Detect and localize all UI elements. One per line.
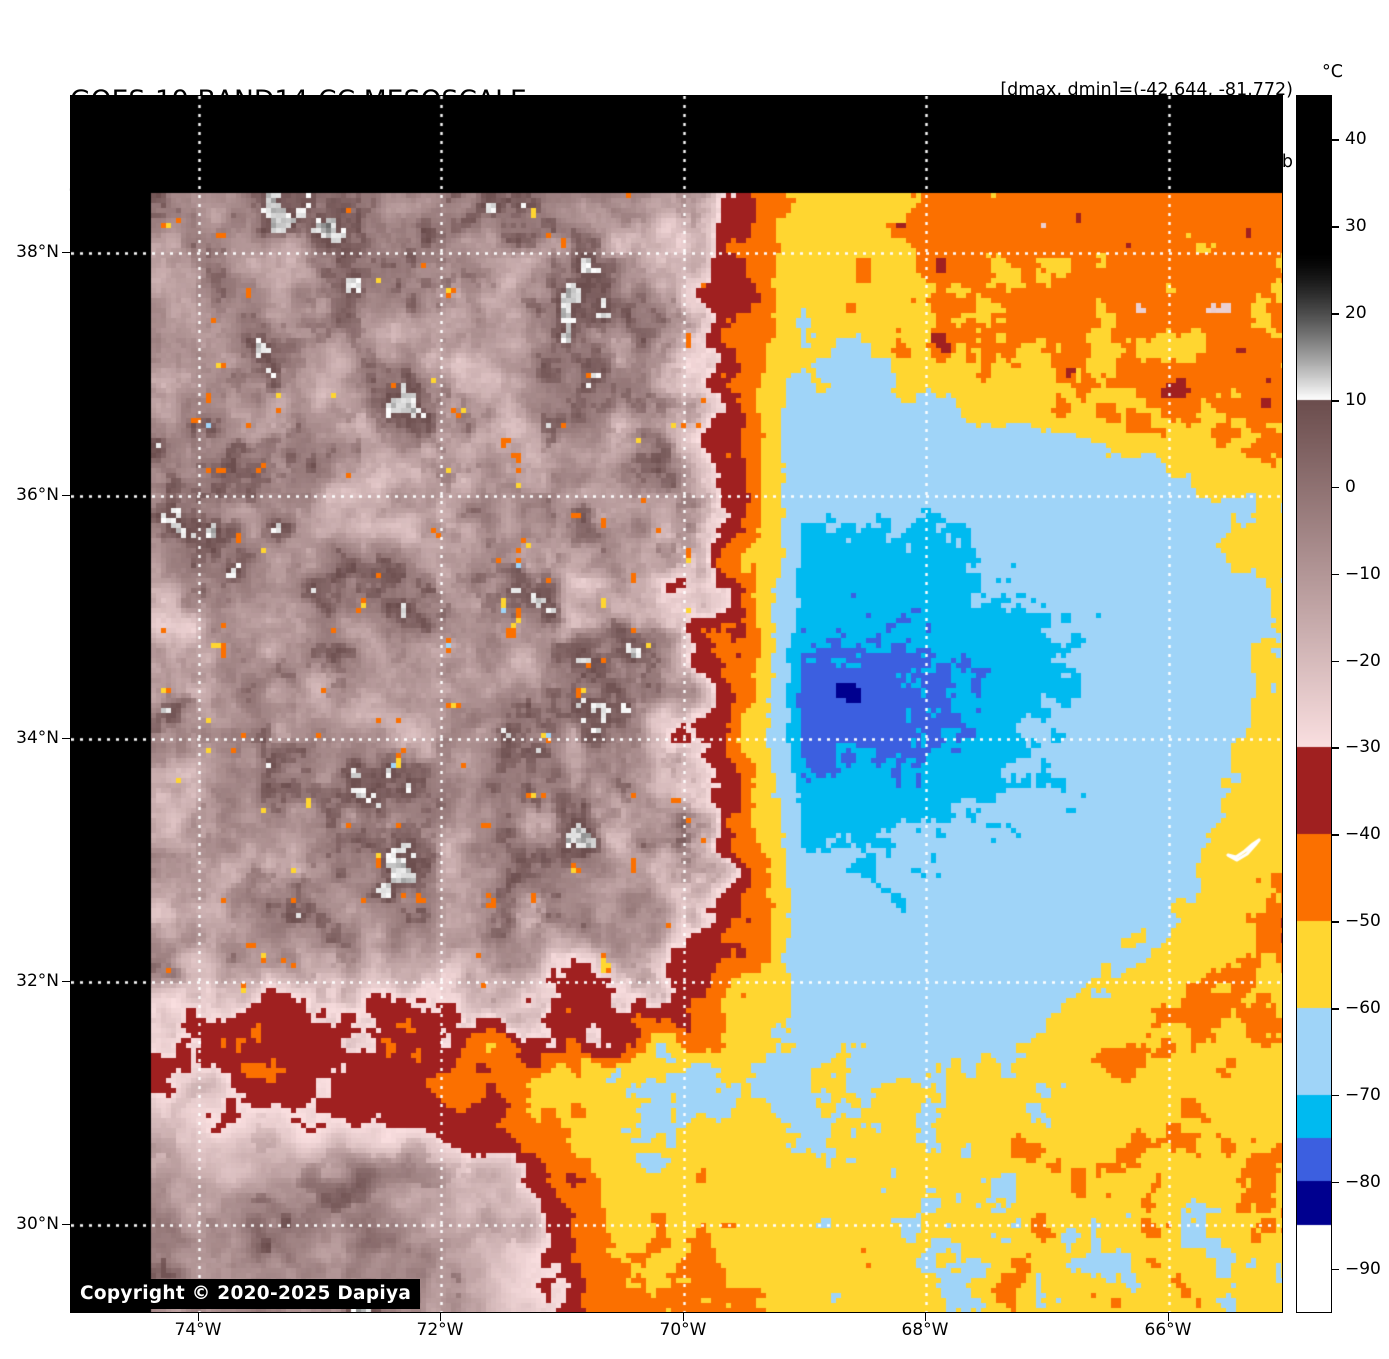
colorbar-tick-label: 20 <box>1345 303 1367 324</box>
colorbar-tickmark <box>1332 400 1339 402</box>
lon-tickmark <box>683 1313 684 1321</box>
colorbar-tick-label: −90 <box>1345 1258 1381 1279</box>
lon-tickmark <box>440 1313 441 1321</box>
colorbar-tick-label: −10 <box>1345 563 1381 584</box>
colorbar-tickmark <box>1332 313 1339 315</box>
colorbar-tickmark <box>1332 226 1339 228</box>
lon-tick-label: 74°W <box>174 1320 222 1340</box>
lat-tickmark <box>62 738 70 739</box>
lon-tick-label: 70°W <box>659 1320 707 1340</box>
colorbar-gradient <box>1297 96 1331 1312</box>
lon-tick-label: 68°W <box>901 1320 949 1340</box>
colorbar-tick-label: −30 <box>1345 737 1381 758</box>
lon-tick-label: 72°W <box>416 1320 464 1340</box>
colorbar-tick-label: −20 <box>1345 650 1381 671</box>
lat-tickmark <box>62 1224 70 1225</box>
lat-tickmark <box>62 981 70 982</box>
lat-tick-label: 30°N <box>16 1214 59 1234</box>
colorbar-tick-label: −70 <box>1345 1084 1381 1105</box>
lat-tick-label: 36°N <box>16 485 59 505</box>
lon-tickmark <box>1168 1313 1169 1321</box>
colorbar-tick-label: 30 <box>1345 216 1367 237</box>
satellite-plot-area[interactable] <box>70 95 1283 1313</box>
lon-tickmark <box>925 1313 926 1321</box>
colorbar-tickmark <box>1332 1008 1339 1010</box>
colorbar-tickmark <box>1332 921 1339 923</box>
lon-tick-label: 66°W <box>1144 1320 1192 1340</box>
lon-tickmark <box>198 1313 199 1321</box>
colorbar-tick-label: −40 <box>1345 824 1381 845</box>
colorbar-tickmark <box>1332 660 1339 663</box>
copyright-watermark: Copyright © 2020-2025 Dapiya <box>71 1279 421 1309</box>
lat-tickmark <box>62 495 70 496</box>
colorbar-tick-label: 40 <box>1345 129 1367 150</box>
colorbar-tickmark <box>1332 747 1339 749</box>
colorbar-tickmark <box>1332 573 1339 576</box>
lat-tickmark <box>62 252 70 253</box>
colorbar-tick-label: −80 <box>1345 1171 1381 1192</box>
infrared-satellite-image <box>71 96 1282 1312</box>
temperature-colorbar[interactable] <box>1296 95 1332 1313</box>
colorbar-tickmark <box>1332 1181 1339 1184</box>
lat-tick-label: 32°N <box>16 971 59 991</box>
colorbar-tickmark <box>1332 486 1339 489</box>
colorbar-tick-label: −50 <box>1345 911 1381 932</box>
colorbar-tickmark <box>1332 834 1339 836</box>
colorbar-tick-label: −60 <box>1345 998 1381 1018</box>
colorbar-tick-label: 0 <box>1345 476 1356 497</box>
colorbar-tickmark <box>1332 1268 1339 1271</box>
colorbar-unit-label: °C <box>1322 62 1343 82</box>
colorbar-tickmark <box>1332 139 1339 141</box>
colorbar-tick-label: 10 <box>1345 390 1367 410</box>
lat-tick-label: 34°N <box>16 728 59 748</box>
colorbar-tickmark <box>1332 1094 1339 1097</box>
lat-tick-label: 38°N <box>16 242 59 262</box>
